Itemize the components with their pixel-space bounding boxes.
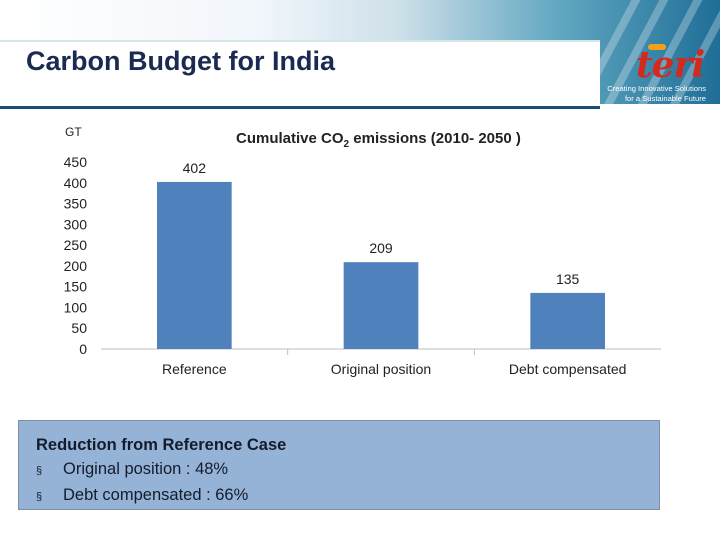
x-tick-label: Original position [331,361,431,377]
bar [157,181,232,349]
bar [530,292,605,349]
y-tick-label: 50 [71,320,87,336]
bars: 402 Reference 209 Original position 135 Debt … [157,160,626,377]
bullet-icon: § [36,491,43,503]
y-tick-label: 350 [64,196,88,212]
y-tick-label: 400 [64,175,88,191]
y-tick-label: 100 [64,299,88,315]
data-label: 402 [183,160,207,176]
page-title: Carbon Budget for India [26,46,335,76]
y-tick-label: 200 [64,258,88,274]
y-tick-label: 0 [79,341,87,357]
x-tick-label: Reference [162,361,227,377]
x-tick-label: Debt compensated [509,361,627,377]
y-tick-label: 450 [64,154,88,170]
title-bar [0,40,600,109]
y-axis-label: GT [65,125,82,139]
reduction-item-text: Debt compensated : 66% [63,486,249,504]
y-axis-ticks: 0 50 100 150 200 250 300 350 400 450 [64,154,88,357]
data-label: 209 [369,240,393,256]
y-tick-label: 250 [64,237,88,253]
chart-title-main: Cumulative CO [236,130,344,147]
data-label: 135 [556,271,580,287]
reduction-item: § Original position : 48% [36,457,659,483]
y-tick-label: 300 [64,216,88,232]
reduction-item: § Debt compensated : 66% [36,483,659,509]
logo-accent-icon [648,44,666,50]
teri-logo: teri [636,44,705,86]
bar-chart: GT Cumulative CO2 emissions (2010- 2050 … [64,125,661,377]
reduction-item-text: Original position : 48% [63,460,229,478]
y-tick-label: 150 [64,279,88,295]
chart-title-subscript: 2 [344,139,350,150]
bullet-icon: § [36,465,43,477]
logo-tagline: Creating Innovative Solutions for a Sust… [607,84,706,103]
tagline-line-2: for a Sustainable Future [624,93,706,103]
bar [343,262,419,349]
tagline-line-1: Creating Innovative Solutions [607,84,706,93]
reduction-summary-box: Reduction from Reference Case § Original … [18,420,660,510]
reduction-title: Reduction from Reference Case [36,436,287,454]
chart-title: Cumulative CO2 emissions (2010- 2050 ) [236,130,521,150]
chart-title-rest: emissions (2010- 2050 ) [349,130,521,147]
